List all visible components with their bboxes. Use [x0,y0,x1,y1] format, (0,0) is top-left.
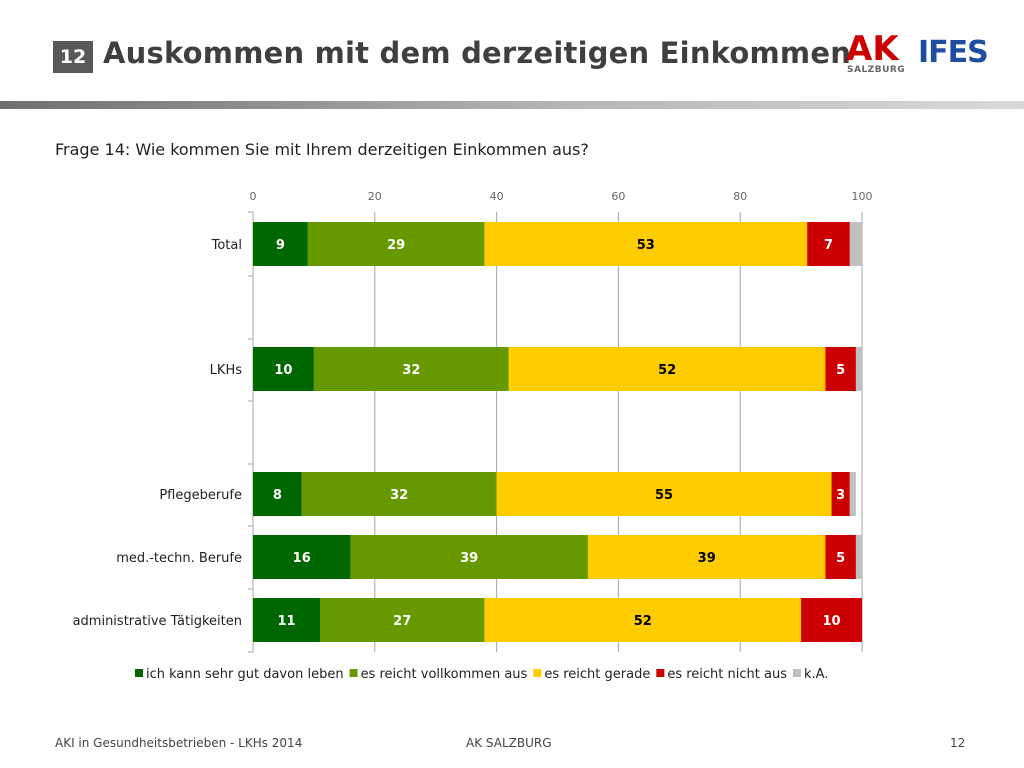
bar-segment [484,598,802,642]
bar-segment [825,535,856,579]
bar-data-label: 5 [836,363,845,378]
bar-segment [587,535,826,579]
bar-data-label: 16 [293,551,311,566]
bar-segment [301,472,497,516]
bar-segment [484,222,808,266]
bar-segment [307,222,485,266]
ifes-logo-text: IFES [918,35,988,66]
bar-data-label: 3 [836,488,845,503]
x-tick-label: 40 [490,190,504,203]
category-label: administrative Tätigkeiten [73,614,242,629]
bar-data-label: 8 [273,488,282,503]
legend-swatch [135,669,143,677]
legend-label: es reicht gerade [544,667,650,682]
bar-segment [849,222,862,266]
bar-segment [801,598,862,642]
bar-data-label: 9 [276,238,285,253]
header-divider [0,101,1024,109]
question-text: Frage 14: Wie kommen Sie mit Ihrem derze… [55,140,589,159]
category-label: LKHs [210,363,243,378]
category-label: Total [211,238,242,253]
x-tick-label: 20 [368,190,382,203]
slide-title: Auskommen mit dem derzeitigen Einkommen [103,36,852,70]
legend-label: k.A. [804,667,828,682]
bar-segment [253,598,320,642]
slide-number-badge: 12 [53,41,93,73]
bar-segment [253,222,308,266]
bar-data-label: 29 [387,238,405,253]
x-tick-label: 100 [852,190,873,203]
footer-source: AKI in Gesundheitsbetrieben - LKHs 2014 [55,736,303,750]
bar-data-label: 27 [393,614,411,629]
x-tick-label: 60 [611,190,625,203]
x-tick-label: 0 [250,190,257,203]
legend-swatch [349,669,358,677]
bar-segment [496,472,832,516]
ak-logo-text: AK [846,29,900,69]
bar-data-label: 10 [274,363,292,378]
bar-data-label: 10 [823,614,841,629]
bar-data-label: 55 [655,488,673,503]
bar-data-label: 39 [460,551,478,566]
bar-segment [855,535,862,579]
ak-logo-subtext: SALZBURG [847,65,905,74]
bar-data-label: 39 [698,551,716,566]
category-label: Pflegeberufe [159,488,242,503]
bar-segment [508,347,826,391]
bar-data-label: 32 [390,488,408,503]
bar-data-label: 52 [634,614,652,629]
legend-swatch [656,669,665,677]
bar-segment [253,472,302,516]
bar-segment [855,347,862,391]
legend-swatch [533,669,542,677]
footer-organization: AK SALZBURG [466,736,552,750]
bar-data-label: 53 [637,238,655,253]
bar-segment [350,535,588,579]
bar-segment [825,347,856,391]
bar-segment [313,347,509,391]
legend-label: es reicht vollkommen aus [361,667,528,682]
legend-label: es reicht nicht aus [667,667,787,682]
bar-segment [253,535,351,579]
ak-salzburg-logo: AK SALZBURG [846,29,905,74]
bar-segment [319,598,485,642]
bar-data-label: 7 [824,238,833,253]
bar-data-label: 11 [277,614,295,629]
x-tick-label: 80 [733,190,747,203]
bar-segment [253,347,314,391]
category-label: med.-techn. Berufe [116,551,242,566]
bar-segment [807,222,850,266]
bar-data-label: 32 [402,363,420,378]
legend-label: ich kann sehr gut davon leben [146,667,344,682]
ifes-logo: IFES [918,35,989,66]
footer-page-number: 12 [950,736,966,750]
bar-data-label: 52 [658,363,676,378]
legend-swatch [792,669,801,677]
bar-segment [849,472,856,516]
bar-segment [831,472,850,516]
bar-data-label: 5 [836,551,845,566]
